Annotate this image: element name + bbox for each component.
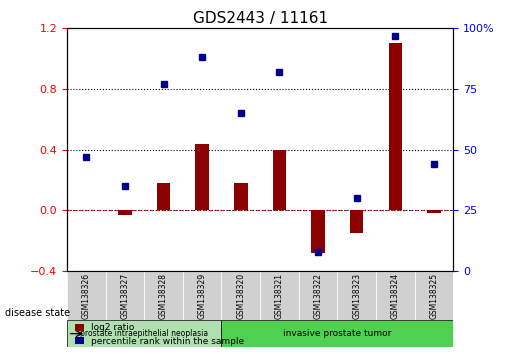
- Text: prostate intraepithelial neoplasia: prostate intraepithelial neoplasia: [80, 329, 208, 338]
- Text: GSM138324: GSM138324: [391, 273, 400, 319]
- FancyBboxPatch shape: [144, 271, 183, 320]
- Bar: [388, 44, 402, 210]
- Text: GSM138323: GSM138323: [352, 273, 361, 319]
- FancyBboxPatch shape: [260, 271, 299, 320]
- Text: GSM138328: GSM138328: [159, 273, 168, 319]
- Bar: [272, 150, 286, 210]
- Text: invasive prostate tumor: invasive prostate tumor: [283, 329, 391, 338]
- Bar: [350, 210, 364, 233]
- Legend: log2 ratio, percentile rank within the sample: log2 ratio, percentile rank within the s…: [72, 320, 248, 349]
- Text: disease state: disease state: [5, 308, 70, 318]
- Text: GSM138325: GSM138325: [430, 273, 438, 319]
- FancyBboxPatch shape: [183, 271, 221, 320]
- FancyBboxPatch shape: [299, 271, 337, 320]
- FancyBboxPatch shape: [221, 320, 453, 347]
- FancyBboxPatch shape: [221, 271, 260, 320]
- Text: GSM138326: GSM138326: [82, 273, 91, 319]
- FancyBboxPatch shape: [106, 271, 144, 320]
- Text: GSM138321: GSM138321: [275, 273, 284, 319]
- FancyBboxPatch shape: [337, 271, 376, 320]
- Text: GSM138322: GSM138322: [314, 273, 322, 319]
- Bar: [118, 210, 132, 215]
- Bar: [157, 183, 170, 210]
- Text: GSM138320: GSM138320: [236, 273, 245, 319]
- Bar: [195, 144, 209, 210]
- FancyBboxPatch shape: [415, 271, 453, 320]
- FancyBboxPatch shape: [67, 271, 106, 320]
- Title: GDS2443 / 11161: GDS2443 / 11161: [193, 11, 328, 26]
- Bar: [311, 210, 325, 253]
- FancyBboxPatch shape: [376, 271, 415, 320]
- Bar: [234, 183, 248, 210]
- Text: GSM138327: GSM138327: [121, 273, 129, 319]
- Bar: [427, 210, 441, 213]
- FancyBboxPatch shape: [67, 320, 221, 347]
- Text: GSM138329: GSM138329: [198, 273, 207, 319]
